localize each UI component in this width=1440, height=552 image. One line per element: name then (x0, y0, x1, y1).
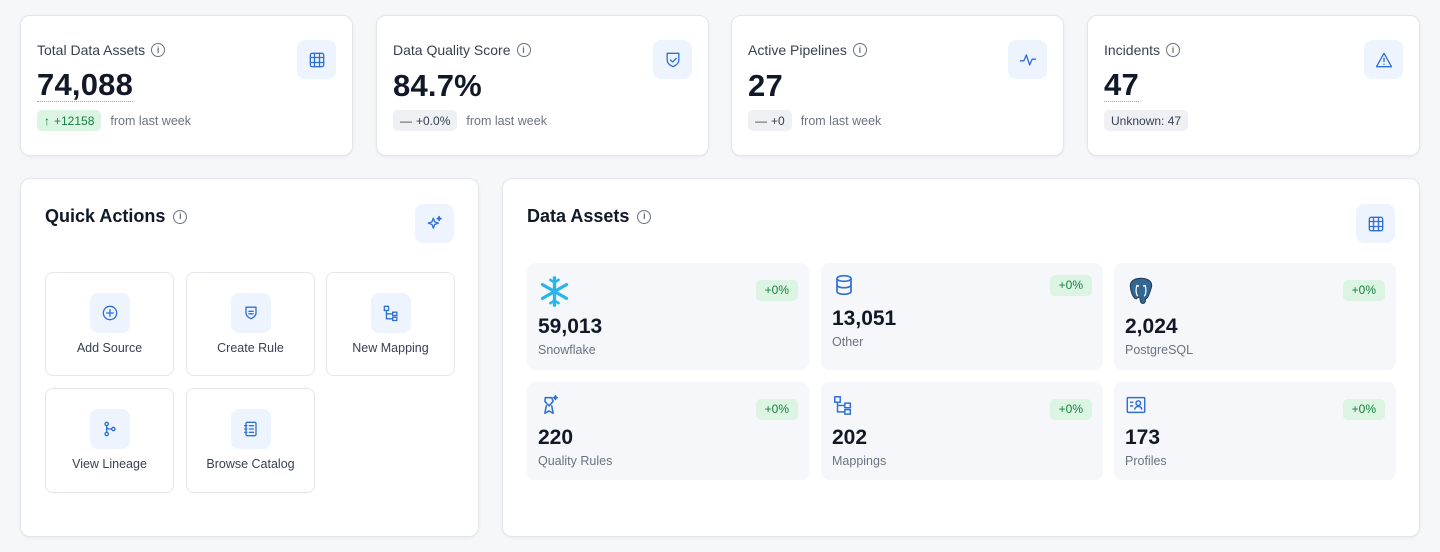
quick-actions-panel: Quick Actions i Add Source Create Rule N… (20, 178, 479, 537)
dash-icon: — (400, 113, 412, 128)
change-badge: +0% (1049, 399, 1092, 420)
asset-count: 59,013 (538, 315, 603, 338)
plus-circle-icon (90, 293, 130, 333)
stat-value[interactable]: 47 (1104, 67, 1139, 102)
add-source-button[interactable]: Add Source (45, 272, 174, 376)
info-icon[interactable]: i (173, 209, 188, 224)
info-icon[interactable]: i (516, 43, 531, 57)
asset-tile-snowflake[interactable]: +0% 59,013 Snowflake (527, 263, 809, 370)
action-label: View Lineage (72, 457, 147, 471)
asset-tile-profiles[interactable]: +0% 173 Profiles (1114, 382, 1396, 480)
notebook-icon (231, 409, 271, 449)
profile-card-icon (1125, 394, 1147, 421)
stat-card-total-data-assets: Total Data Assets i 74,088 ↑ +12158 from… (20, 15, 353, 156)
action-label: Browse Catalog (206, 457, 295, 471)
change-badge: +0% (1342, 280, 1385, 301)
delta-suffix: from last week (110, 113, 191, 128)
dash-icon: — (755, 113, 767, 128)
asset-label: Snowflake (538, 343, 596, 357)
asset-count: 13,051 (832, 307, 897, 330)
change-badge: +0% (1049, 275, 1092, 296)
mapping-tree-icon (371, 293, 411, 333)
browse-catalog-button[interactable]: Browse Catalog (186, 388, 315, 493)
shield-rule-icon (231, 293, 271, 333)
stat-label: Data Quality Score (393, 42, 511, 58)
stat-card-incidents: Incidents i 47 Unknown: 47 (1087, 15, 1420, 156)
snowflake-icon (538, 275, 571, 313)
change-badge: +0% (755, 280, 798, 301)
stat-label: Total Data Assets (37, 42, 146, 58)
stat-label: Incidents (1104, 42, 1161, 58)
asset-label: Profiles (1125, 454, 1167, 468)
git-branch-icon (90, 409, 130, 449)
create-rule-button[interactable]: Create Rule (186, 272, 315, 376)
info-icon[interactable]: i (637, 209, 652, 224)
asset-label: Other (832, 335, 864, 349)
warning-triangle-icon (1364, 40, 1403, 79)
asset-label: Quality Rules (538, 454, 613, 468)
change-badge: +0% (755, 399, 798, 420)
delta-badge: ↑ +12158 (37, 110, 102, 131)
asset-tile-postgresql[interactable]: +0% 2,024 PostgreSQL (1114, 263, 1396, 370)
shield-check-icon (653, 40, 692, 79)
mapping-tree-icon (832, 394, 854, 421)
database-cylinders-icon (297, 40, 336, 79)
panel-title: Quick Actions (45, 206, 166, 226)
data-assets-panel: Data Assets i +0% 59,013 Snowflake +0% 1… (502, 178, 1420, 537)
asset-count: 2,024 (1125, 315, 1178, 338)
asset-tile-quality-rules[interactable]: +0% 220 Quality Rules (527, 382, 809, 480)
asset-count: 220 (538, 426, 574, 449)
postgresql-elephant-icon (1125, 275, 1157, 312)
asset-label: PostgreSQL (1125, 343, 1194, 357)
asset-count: 173 (1125, 426, 1161, 449)
info-icon[interactable]: i (1166, 43, 1181, 57)
activity-pulse-icon (1008, 40, 1047, 79)
asset-tile-mappings[interactable]: +0% 202 Mappings (821, 382, 1103, 480)
new-mapping-button[interactable]: New Mapping (326, 272, 455, 376)
arrow-up-icon: ↑ (44, 113, 50, 128)
delta-suffix: from last week (800, 113, 882, 128)
stat-value[interactable]: 74,088 (37, 67, 134, 102)
stat-card-active-pipelines: Active Pipelines i 27 — +0 from last wee… (731, 15, 1064, 156)
stat-label: Active Pipelines (748, 42, 847, 58)
info-icon[interactable]: i (151, 43, 166, 57)
view-lineage-button[interactable]: View Lineage (45, 388, 174, 493)
asset-count: 202 (832, 426, 868, 449)
delta-badge: — +0.0% (393, 110, 458, 131)
change-badge: +0% (1342, 399, 1385, 420)
stat-value: 27 (748, 68, 783, 103)
action-label: New Mapping (352, 341, 429, 355)
action-label: Add Source (76, 341, 143, 355)
info-icon[interactable]: i (852, 43, 867, 57)
stat-card-data-quality-score: Data Quality Score i 84.7% — +0.0% from … (376, 15, 709, 156)
panel-title: Data Assets (527, 206, 630, 226)
stat-value: 84.7% (393, 68, 482, 103)
sparkles-icon[interactable] (415, 204, 454, 243)
database-icon (832, 273, 856, 302)
delta-suffix: from last week (466, 113, 547, 128)
status-badge: Unknown: 47 (1104, 110, 1189, 131)
action-label: Create Rule (217, 341, 284, 355)
database-cylinders-icon[interactable] (1356, 204, 1395, 243)
asset-label: Mappings (832, 454, 887, 468)
award-badge-icon (538, 394, 560, 421)
asset-tile-other[interactable]: +0% 13,051 Other (821, 263, 1103, 370)
delta-badge: — +0 (748, 110, 792, 131)
